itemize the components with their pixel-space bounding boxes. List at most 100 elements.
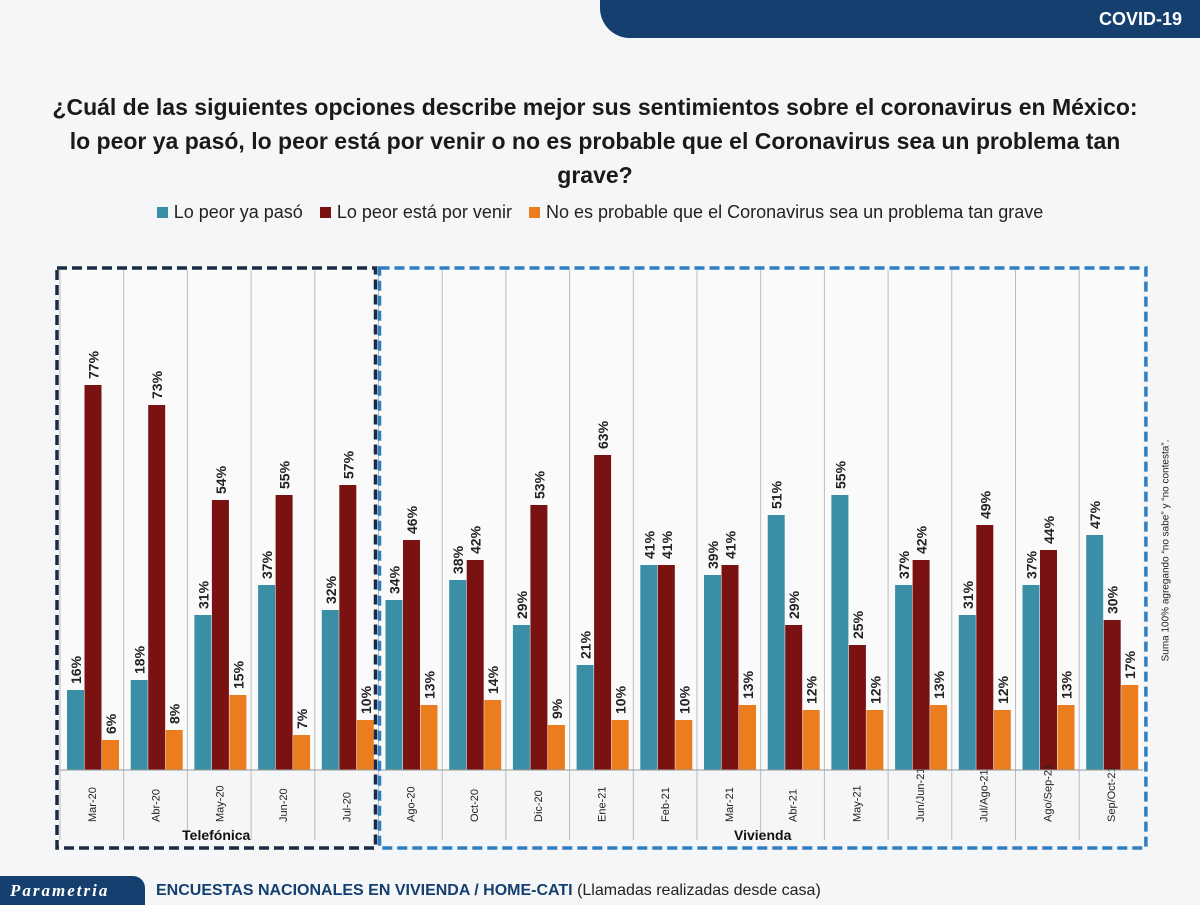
data-label: 13%	[422, 670, 438, 699]
data-label: 34%	[387, 565, 403, 594]
bar	[1086, 535, 1104, 770]
question-title: ¿Cuál de las siguientes opciones describ…	[52, 94, 1138, 188]
data-label: 63%	[595, 420, 611, 449]
data-label: 10%	[358, 685, 374, 714]
bar	[385, 600, 403, 770]
x-tick-label: Jul/Ago-21	[979, 769, 991, 822]
x-tick-label: Feb-21	[660, 787, 672, 822]
bar	[831, 495, 849, 770]
bar	[611, 720, 629, 770]
group-box	[55, 266, 378, 850]
bar	[211, 500, 229, 770]
data-label: 42%	[468, 525, 484, 554]
data-label: 6%	[103, 713, 119, 734]
data-label: 8%	[167, 703, 183, 724]
x-tick-label: Ene-21	[596, 787, 608, 822]
header-bar: COVID-19	[600, 0, 1200, 38]
data-label: 54%	[213, 465, 229, 494]
bar	[356, 720, 374, 770]
bar	[594, 455, 612, 770]
footer-subtitle: (Llamadas realizadas desde casa)	[577, 882, 821, 899]
data-label: 25%	[850, 610, 866, 639]
bar	[275, 495, 293, 770]
data-label: 32%	[323, 575, 339, 604]
bar	[148, 405, 166, 770]
bar	[721, 565, 739, 770]
legend-label: Lo peor está por venir	[336, 202, 512, 222]
legend-item: Lo peor está por venir	[319, 202, 512, 222]
x-tick-label: May-21	[851, 785, 863, 822]
x-tick-label: Sep/Oct-21	[1106, 766, 1118, 822]
data-label: 53%	[531, 470, 547, 499]
x-tick-label: Jun-20	[278, 788, 290, 822]
legend-swatch	[319, 207, 331, 218]
bar	[640, 565, 658, 770]
bar	[675, 720, 693, 770]
bar	[466, 560, 484, 770]
data-label: 13%	[740, 670, 756, 699]
x-tick-label: Abr-20	[151, 789, 163, 822]
bar	[293, 735, 311, 770]
group-label: Vivienda	[734, 827, 792, 843]
bar	[547, 725, 565, 770]
data-label: 51%	[769, 480, 785, 509]
bar	[258, 585, 276, 770]
data-label: 46%	[404, 505, 420, 534]
bar	[767, 515, 785, 770]
bar	[976, 525, 994, 770]
bar	[785, 625, 803, 770]
bar	[449, 580, 467, 770]
bar	[403, 540, 420, 770]
x-tick-label: Mar-21	[724, 787, 736, 822]
data-label: 29%	[514, 590, 530, 619]
bar	[130, 680, 148, 770]
data-label: 44%	[1041, 515, 1057, 544]
bar	[229, 695, 247, 770]
x-tick-label: May-20	[214, 785, 226, 822]
bar	[194, 615, 212, 770]
data-label: 77%	[86, 350, 102, 379]
data-label: 41%	[723, 530, 739, 559]
bar	[576, 665, 594, 770]
bar	[484, 700, 502, 770]
data-label: 57%	[340, 450, 356, 479]
bar	[1103, 620, 1121, 770]
x-tick-label: Jun/Jun-21	[915, 768, 927, 822]
x-tick-label: Mar-20	[87, 787, 99, 822]
bar	[339, 485, 357, 770]
group-label: Telefónica	[182, 827, 250, 843]
data-label: 12%	[995, 675, 1011, 704]
data-label: 29%	[786, 590, 802, 619]
bar	[930, 705, 948, 770]
data-label: 31%	[960, 580, 976, 609]
bar	[848, 645, 866, 770]
legend-item: No es probable que el Coronavirus sea un…	[528, 202, 1043, 222]
data-label: 38%	[450, 545, 466, 574]
data-label: 9%	[549, 698, 565, 719]
data-label: 55%	[832, 460, 848, 489]
data-label: 15%	[230, 660, 246, 689]
data-label: 42%	[914, 525, 930, 554]
data-label: 41%	[641, 530, 657, 559]
bar	[512, 625, 530, 770]
footer-text: ENCUESTAS NACIONALES EN VIVIENDA / HOME-…	[156, 882, 821, 900]
bar	[958, 615, 976, 770]
legend-label: Lo peor ya pasó	[173, 202, 303, 222]
data-label: 14%	[485, 665, 501, 694]
bar	[1022, 585, 1040, 770]
x-tick-label: Oct-20	[469, 789, 481, 822]
data-label: 13%	[931, 670, 947, 699]
bar	[165, 730, 183, 770]
data-label: 41%	[659, 530, 675, 559]
bar	[1040, 550, 1057, 770]
data-label: 39%	[705, 540, 721, 569]
legend-item: Lo peor ya pasó	[156, 202, 303, 222]
bar	[84, 385, 102, 770]
data-label: 7%	[294, 708, 310, 729]
x-tick-label: Ago-20	[405, 787, 417, 822]
bar	[912, 560, 930, 770]
data-label: 31%	[195, 580, 211, 609]
data-label: 37%	[1024, 550, 1040, 579]
data-label: 49%	[977, 490, 993, 519]
legend: Lo peor ya pasó Lo peor está por venir N…	[0, 202, 1200, 223]
